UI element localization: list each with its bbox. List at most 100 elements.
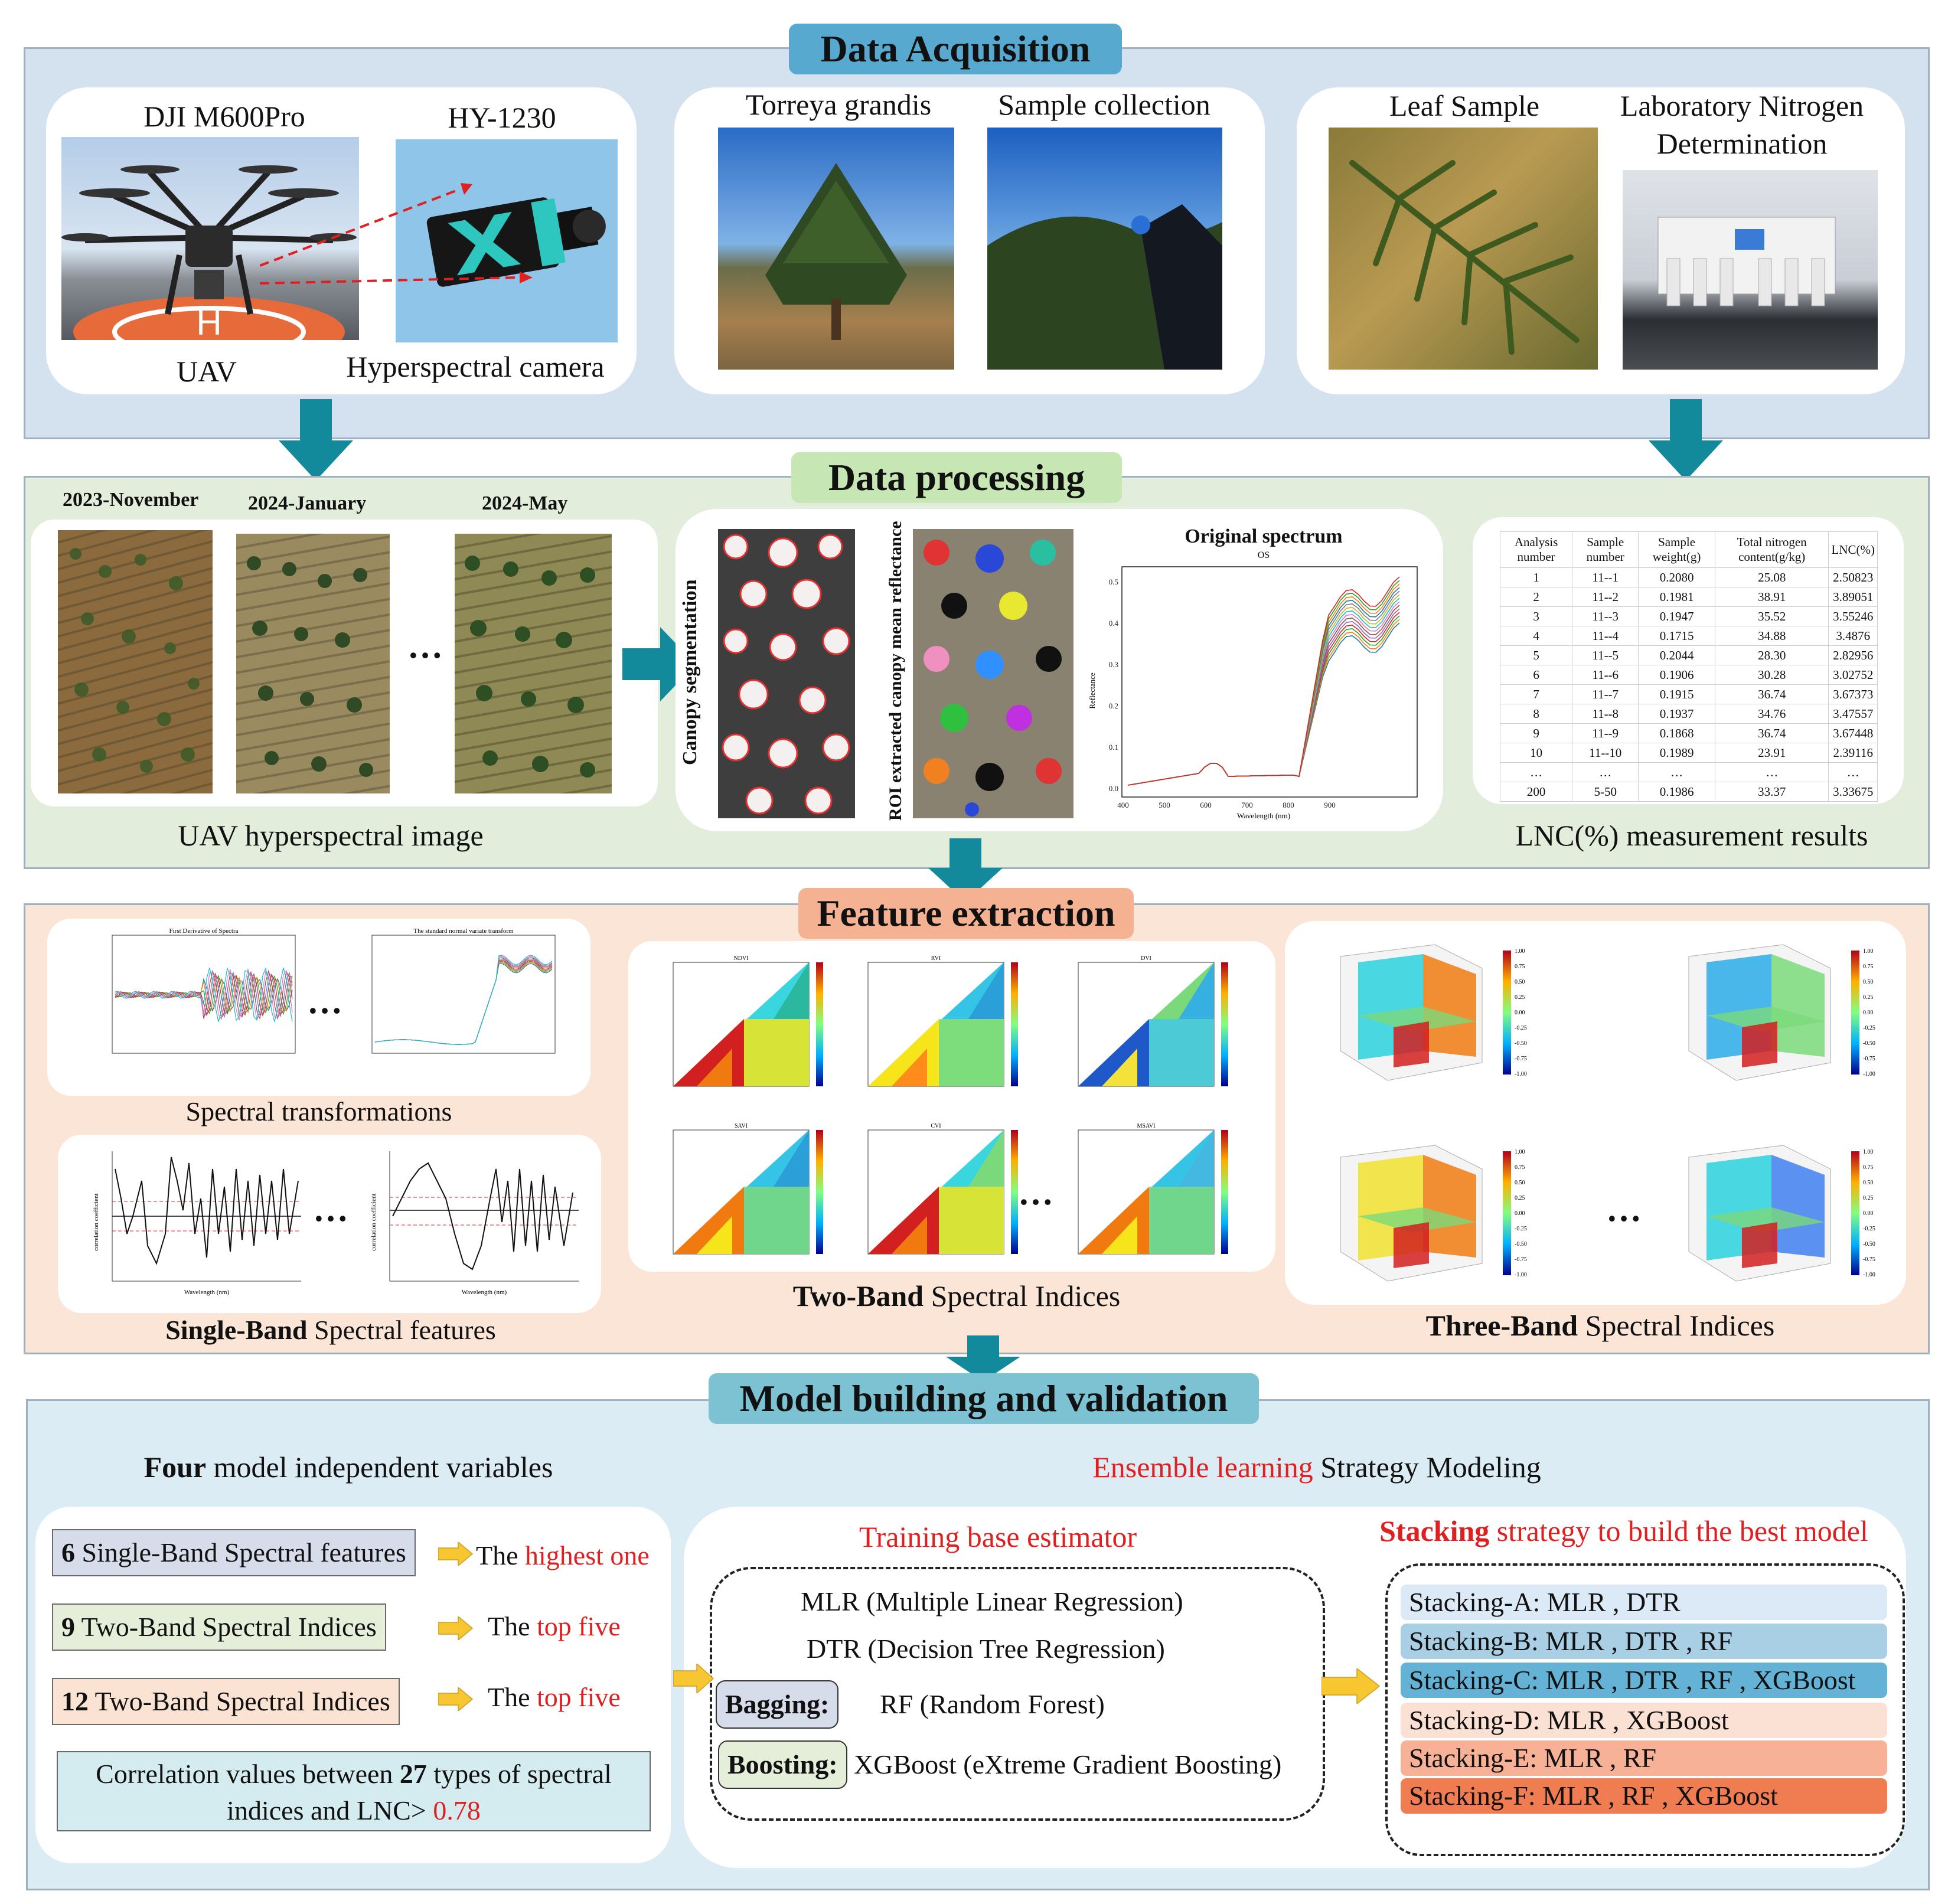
first-derivative-chart: First Derivative of Spectra xyxy=(112,927,296,1054)
lnc-table-row: 9 11--9 0.1868 36.74 3.67448 xyxy=(1499,723,1878,743)
ensemble-heading: Ensemble learning Strategy Modeling xyxy=(1051,1450,1582,1484)
four-rest: model independent variables xyxy=(206,1451,553,1484)
colorbar-tick: 0.00 xyxy=(1515,1210,1525,1217)
lnc-table-cell: 3.67448 xyxy=(1828,723,1878,743)
lnc-table-cell: 11--7 xyxy=(1572,684,1639,704)
uav-image-2 xyxy=(236,534,390,793)
var3-res-b: top five xyxy=(537,1682,621,1712)
drone-camera-dashed-arrows xyxy=(260,183,533,285)
lab-photo xyxy=(1623,170,1878,370)
spectrum-xtick: 500 xyxy=(1159,801,1170,809)
colorbar-tick: -1.00 xyxy=(1515,1272,1527,1278)
lnc-table-cell: 0.1937 xyxy=(1638,704,1715,724)
three-band-rest: Spectral Indices xyxy=(1578,1309,1775,1342)
date-label-3: 2024-May xyxy=(482,492,568,514)
colorbar-tick: -0.75 xyxy=(1515,1256,1527,1263)
down-arrow-left xyxy=(279,399,353,481)
lnc-table-cell: 7 xyxy=(1499,684,1573,704)
corr-b: 27 xyxy=(399,1759,427,1789)
colorbar-tick: -1.00 xyxy=(1863,1272,1875,1278)
spectrum-ytick: 0.2 xyxy=(1109,701,1118,710)
lab-nitrogen-label-line2: Determination xyxy=(1656,127,1828,160)
lnc-table-cell: 0.1915 xyxy=(1638,684,1715,704)
lnc-table-cell: 0.1868 xyxy=(1638,723,1715,743)
torreya-label: Torreya grandis xyxy=(745,88,932,121)
lnc-table-header: Total nitrogen content(g/kg) xyxy=(1714,531,1829,568)
estimator-mlr: MLR (Multiple Linear Regression) xyxy=(801,1586,1183,1616)
spectrum-xtick: 800 xyxy=(1283,801,1294,809)
lnc-table-cell: 10 xyxy=(1499,743,1573,763)
lnc-table-cell: 30.28 xyxy=(1714,665,1829,685)
corr-a: Correlation values between xyxy=(96,1759,400,1789)
colorbar-tick: 0.75 xyxy=(1515,964,1525,970)
two-band-heatmap: MSAVI xyxy=(1078,1123,1228,1255)
stacking-box xyxy=(1385,1563,1905,1856)
lnc-table-cell: 11--10 xyxy=(1572,743,1639,763)
lnc-table-cell: … xyxy=(1499,762,1573,782)
heatmap-title: MSAVI xyxy=(1137,1123,1156,1129)
lnc-table-cell: 3.89051 xyxy=(1828,587,1878,607)
roi-label: ROI extracted canopy mean reflectance xyxy=(886,521,905,821)
leaf-sample-label: Leaf Sample xyxy=(1389,89,1540,122)
lnc-table-cell: 2 xyxy=(1499,587,1573,607)
colorbar-tick: 0.25 xyxy=(1863,1195,1874,1201)
colorbar-tick: 0.25 xyxy=(1515,1195,1525,1201)
spectrum-xtick: 900 xyxy=(1324,801,1336,809)
lnc-table-cell: … xyxy=(1828,762,1878,782)
lnc-table-cell: 11--6 xyxy=(1572,665,1639,685)
lnc-table-row: 4 11--4 0.1715 34.88 3.4876 xyxy=(1499,626,1878,646)
spectrum-subtitle: OS xyxy=(1257,550,1270,560)
original-spectrum-chart: 0.5 0.4 0.3 0.2 0.1 0.0 400 500 600 700 … xyxy=(1088,566,1418,820)
camera-photo xyxy=(396,139,618,342)
single-band-chart-1: correlation coefficient Wavelength (nm) xyxy=(93,1151,301,1296)
lnc-table-cell: 6 xyxy=(1499,665,1573,685)
colorbar-tick: -0.75 xyxy=(1863,1056,1875,1062)
colorbar-tick: 0.25 xyxy=(1863,994,1874,1001)
single-ylabel: correlation coefficient xyxy=(93,1193,100,1250)
stacking-item: Stacking-B: MLR , DTR , RF xyxy=(1401,1624,1887,1659)
lnc-table-cell: 3 xyxy=(1499,606,1573,626)
lnc-table-cell: 5-50 xyxy=(1572,782,1639,802)
lnc-table-cell: 11--5 xyxy=(1572,645,1639,665)
lnc-table-row: 3 11--3 0.1947 35.52 3.55246 xyxy=(1499,606,1878,626)
colorbar-tick: 0.75 xyxy=(1863,964,1874,970)
heatmap-title: SAVI xyxy=(735,1123,748,1129)
lnc-table-cell: 0.1986 xyxy=(1638,782,1715,802)
lnc-table-cell: 11--9 xyxy=(1572,723,1639,743)
lnc-table-header: Analysis number xyxy=(1499,531,1573,568)
hyperspectral-camera-label: Hyperspectral camera xyxy=(346,350,605,383)
processing-title: Data processing xyxy=(791,452,1122,503)
lnc-table-cell: 0.1906 xyxy=(1638,665,1715,685)
lnc-table-row: 200 5-50 0.1986 33.37 3.33675 xyxy=(1499,782,1878,802)
colorbar-tick: 1.00 xyxy=(1515,1149,1525,1155)
single-ylabel: correlation coefficient xyxy=(370,1193,377,1250)
uav-image-1 xyxy=(58,530,213,793)
lnc-table-cell: 9 xyxy=(1499,723,1573,743)
sample-collection-label: Sample collection xyxy=(998,88,1210,121)
single-xlabel: Wavelength (nm) xyxy=(462,1289,507,1296)
lnc-table-cell: 0.2044 xyxy=(1638,645,1715,665)
lnc-table-cell: 0.1981 xyxy=(1638,587,1715,607)
spectrum-ytick: 0.4 xyxy=(1109,619,1119,628)
lnc-measurement-caption: LNC(%) measurement results xyxy=(1515,819,1868,852)
lnc-table-cell: 35.52 xyxy=(1714,606,1829,626)
date-label-1: 2023-November xyxy=(63,489,199,511)
corr-e: 0.78 xyxy=(433,1795,481,1825)
yellow-arrow-var3 xyxy=(438,1687,474,1711)
var3-text: Two-Band Spectral Indices xyxy=(89,1686,390,1716)
single-band-card xyxy=(58,1135,601,1313)
lnc-table-cell: 36.74 xyxy=(1714,684,1829,704)
single-xlabel: Wavelength (nm) xyxy=(184,1289,230,1296)
colorbar-tick: -0.50 xyxy=(1863,1040,1875,1047)
corr-c: types of spectral xyxy=(426,1759,612,1789)
var3-result: The top five xyxy=(488,1681,621,1713)
stacking-heading: Stacking strategy to build the best mode… xyxy=(1352,1514,1895,1548)
heatmap-title: DVI xyxy=(1141,955,1151,962)
var3-res-a: The xyxy=(488,1682,537,1712)
stacking-item: Stacking-F: MLR , RF , XGBoost xyxy=(1401,1778,1887,1814)
single-band-label: Single-Band Spectral features xyxy=(106,1314,555,1345)
colorbar-tick: -0.75 xyxy=(1515,1056,1527,1062)
lnc-table-cell: 3.47557 xyxy=(1828,704,1878,724)
var1-result: The highest one xyxy=(476,1540,650,1571)
spectrum-ytick: 0.1 xyxy=(1109,743,1118,752)
